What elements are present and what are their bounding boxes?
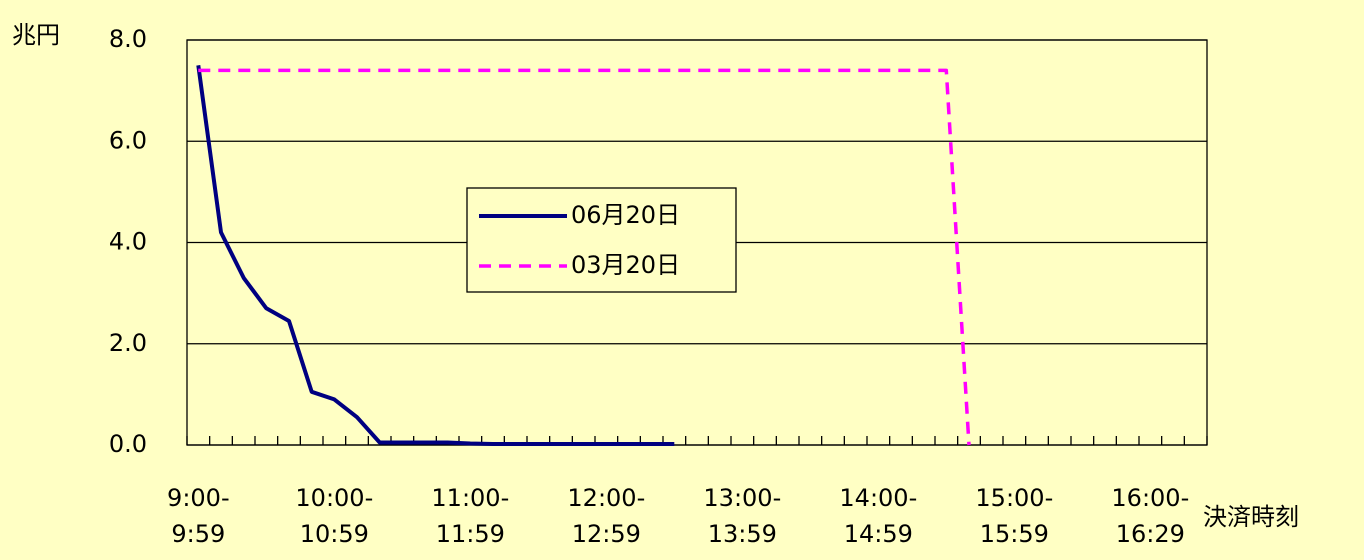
x-tick-label: 12:00- 12:59 <box>567 484 646 548</box>
y-tick-label: 8.0 <box>109 25 147 53</box>
legend-label: 06月20日 <box>571 201 680 229</box>
legend-label: 03月20日 <box>571 251 680 279</box>
y-tick-label: 0.0 <box>109 430 147 458</box>
x-tick-label: 15:00- 15:59 <box>975 484 1054 548</box>
plot-border <box>186 39 1208 446</box>
x-tick-label: 11:00- 11:59 <box>431 484 510 548</box>
legend <box>466 187 737 293</box>
series-line <box>196 65 675 446</box>
y-axis-label: 兆円 <box>12 21 60 49</box>
x-tick-label: 16:00- 16:29 <box>1111 484 1190 548</box>
y-tick-label: 2.0 <box>109 329 147 357</box>
x-axis-label: 決済時刻 <box>1203 503 1299 531</box>
y-tick-label: 4.0 <box>109 228 147 256</box>
x-tick-label: 13:00- 13:59 <box>703 484 782 548</box>
x-tick-label: 10:00- 10:59 <box>295 484 374 548</box>
x-tick-label: 14:00- 14:59 <box>839 484 918 548</box>
x-tick-label: 9:00- 9:59 <box>167 484 230 548</box>
series-line <box>198 68 971 446</box>
y-tick-label: 6.0 <box>109 126 147 154</box>
